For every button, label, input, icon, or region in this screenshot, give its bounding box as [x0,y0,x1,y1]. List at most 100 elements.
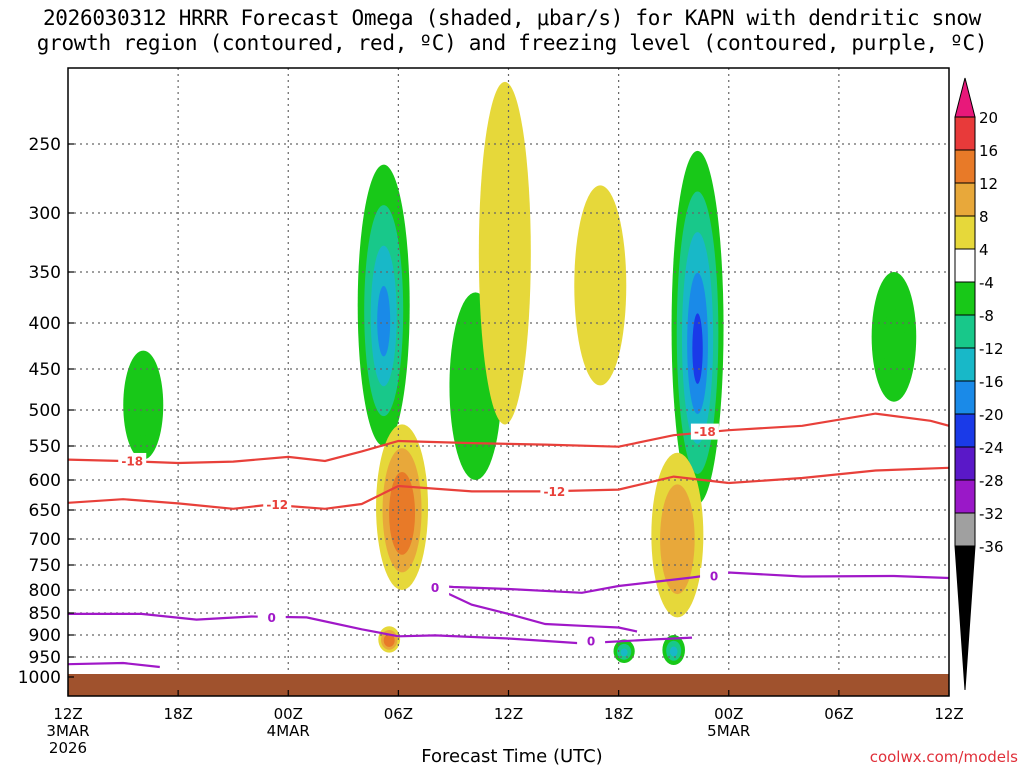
x-tick-label: 12Z [53,705,82,723]
colorbar-label: -12 [979,340,1004,358]
omega-shade-level [133,381,154,437]
x-tick-label: 00Z [714,705,743,723]
omega-feature [574,185,627,386]
omega-shade-level [587,242,614,343]
colorbar-bin [954,149,976,184]
omega-shade-level [668,515,687,571]
colorbar-arrow-top [954,77,976,118]
colorbar-bin [954,512,976,547]
freezing-level-label: 0 [587,635,595,649]
y-tick-label: 600 [29,471,61,491]
colorbar-arrow-bottom [954,545,976,691]
colorbar-label: -36 [979,538,1004,556]
x-tick-label: 18Z [604,705,633,723]
colorbar-label: 20 [979,109,998,127]
colorbar-bin [954,116,976,151]
y-tick-label: 400 [29,314,61,334]
colorbar-label: -28 [979,472,1004,490]
dgz-label: -18 [694,425,716,439]
omega-shade-level [669,646,678,657]
colorbar: 20 16 12 8 4 -4 -8 -12 -16 -20 -24 -28 -32 -36 [954,77,1004,691]
colorbar-label: -20 [979,406,1004,424]
x-tick-sublabel: 5MAR [707,722,750,740]
omega-shade-level [620,648,628,657]
colorbar-bin [954,182,976,217]
chart-title: 2026030312 HRRR Forecast Omega (shaded, … [0,6,1024,56]
dgz-label-bg [118,452,147,469]
colorbar-label: 12 [979,175,998,193]
y-tick-label: 650 [29,501,61,521]
omega-shade-level [462,346,489,441]
y-tick-label: 450 [29,360,61,380]
y-tick-label: 750 [29,556,61,576]
x-axis-label: Forecast Time (UTC) [421,746,603,767]
y-tick-label: 1000 [18,668,61,688]
colorbar-bin [954,347,976,382]
y-tick-label: 850 [29,604,61,624]
x-tick-sublabel: 2026 [49,739,87,757]
dgz-label: -18 [121,454,143,468]
credit-text: coolwx.com/models [869,748,1018,766]
colorbar-label: -16 [979,373,1004,391]
y-tick-label: 950 [29,648,61,668]
colorbar-label: -32 [979,505,1004,523]
dgz-label-bg [263,496,292,513]
y-tick-label: 700 [29,530,61,550]
y-tick-label: 350 [29,263,61,283]
dgz-label-bg [540,483,569,500]
x-tick-label: 06Z [384,705,413,723]
x-tick-label: 12Z [494,705,523,723]
colorbar-label: -8 [979,307,994,325]
y-tick-label: 250 [29,135,61,155]
omega-feature [378,626,401,653]
colorbar-bin [954,380,976,415]
freezing-level-label: 0 [268,611,276,625]
omega-shade-level [882,309,906,375]
y-tick-label: 300 [29,204,61,224]
omega-shade-level [692,313,703,384]
x-tick-sublabel: 4MAR [267,722,310,740]
dgz-contour [68,466,949,510]
freezing-level-label: 0 [431,581,439,595]
y-tick-label: 900 [29,626,61,646]
plot-area: -18 -18 -12 -12 0 0 0 0 [67,67,950,697]
omega-shade-level [395,495,409,538]
colorbar-label: 16 [979,142,998,160]
freezing-level-label: 0 [710,570,718,584]
freezing-level-contour [434,586,638,633]
omega-feature [123,350,164,460]
gridlines [68,68,949,696]
omega-shade-level [491,180,518,352]
freezing-level-label-bg [421,579,450,596]
omega-shade-level [377,285,391,357]
y-axis: 2503003504004505005506006507007508008509… [18,135,74,688]
chart-title-line2: growth region (contoured, red, ºC) and f… [36,31,988,55]
colorbar-bin [954,215,976,250]
x-tick-label: 18Z [163,705,192,723]
freezing-level-contour [425,571,949,594]
dgz-contour [68,412,949,465]
colorbar-label: -24 [979,439,1004,457]
omega-feature [871,272,917,402]
colorbar-label: 4 [979,241,989,259]
freezing-level-contour [68,661,160,669]
freezing-level-label-bg [700,568,729,584]
colorbar-label: 8 [979,208,989,226]
omega-feature [671,150,724,505]
colorbar-bin [954,248,976,283]
omega-feature [376,424,429,590]
y-tick-label: 550 [29,437,61,457]
omega-feature [478,81,531,425]
omega-shading [123,81,917,665]
x-tick-label: 12Z [934,705,963,723]
dgz-label-bg [690,423,719,440]
colorbar-bin [954,446,976,481]
y-tick-label: 500 [29,401,61,421]
colorbar-bin [954,281,976,316]
x-tick-label: 06Z [824,705,853,723]
dgz-label: -12 [544,485,566,499]
omega-feature [613,639,635,663]
y-tick-label: 800 [29,581,61,601]
